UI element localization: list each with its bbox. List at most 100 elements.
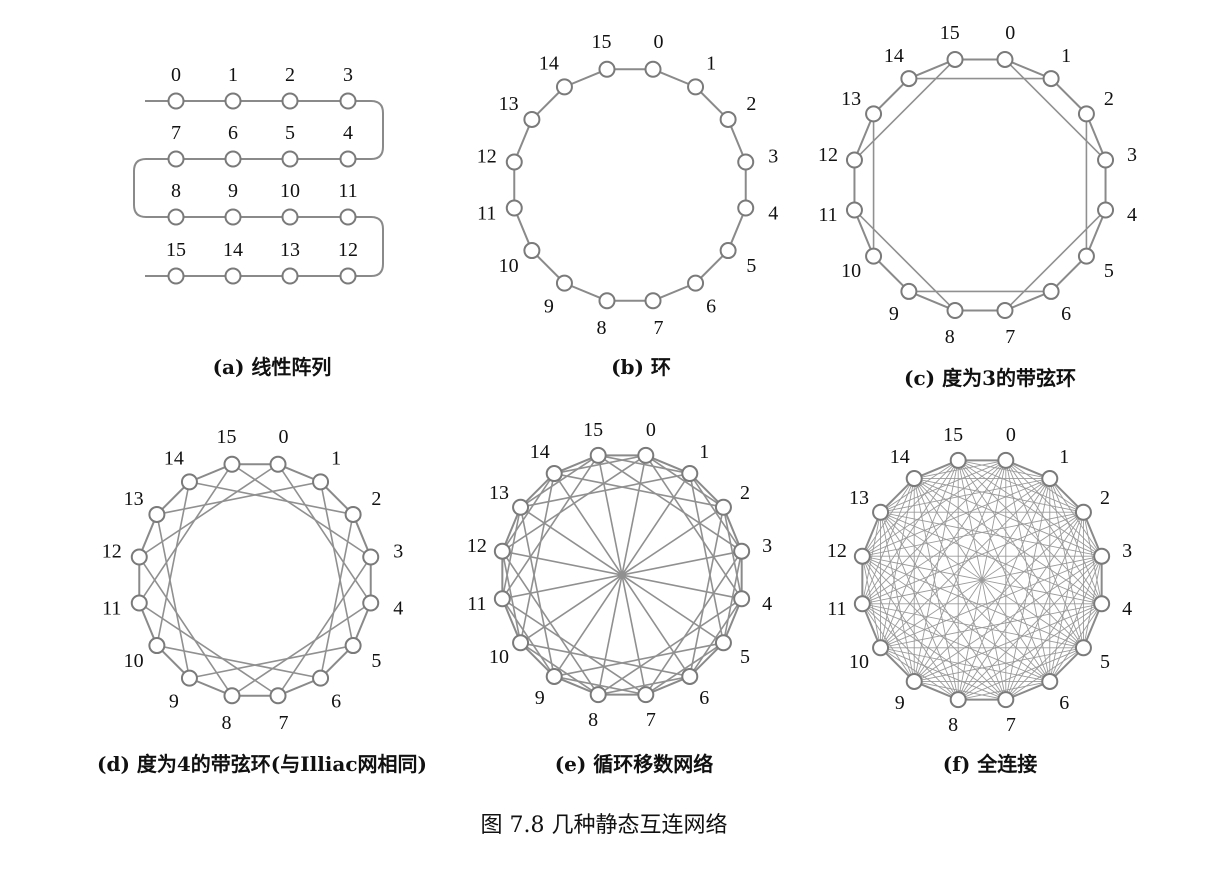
node-label-11: 11 (338, 180, 357, 202)
node-8 (589, 686, 607, 704)
node-9 (555, 274, 573, 292)
link-1-13 (156, 481, 321, 516)
node-label-6: 6 (1059, 692, 1069, 714)
node-label-6: 6 (706, 295, 716, 317)
link-9-15 (913, 460, 959, 682)
node-label-9: 9 (535, 687, 545, 709)
link-4-13 (880, 511, 1102, 605)
link-7-14 (913, 478, 1007, 700)
node-label-7: 7 (1006, 714, 1016, 736)
link-4-15 (957, 460, 1102, 605)
node-9 (900, 282, 918, 300)
node-label-1: 1 (699, 441, 709, 463)
node-label-7: 7 (1005, 326, 1015, 348)
node-0 (644, 60, 662, 78)
node-label-1: 1 (1061, 45, 1071, 67)
node-label-2: 2 (1104, 88, 1114, 110)
node-4 (733, 590, 751, 608)
link-3-6 (1049, 556, 1103, 682)
link-9-13 (880, 512, 915, 682)
link-3-10 (880, 555, 1102, 649)
node-10 (523, 242, 541, 260)
node-2 (344, 505, 362, 523)
node-label-11: 11 (818, 204, 837, 226)
node-label-10: 10 (849, 651, 869, 673)
node-5 (1074, 639, 1092, 657)
node-12 (845, 151, 863, 169)
caption-b: (b) 环 (611, 355, 671, 379)
link-13-15 (880, 459, 959, 513)
node-15 (946, 50, 964, 68)
node-label-8: 8 (171, 180, 181, 202)
link-6-13 (880, 511, 1051, 682)
link-6-10 (156, 644, 321, 679)
node-label-2: 2 (740, 482, 750, 504)
node-label-8: 8 (222, 712, 232, 734)
caption-f: (f) 全连接 (943, 752, 1038, 776)
node-label-15: 15 (940, 22, 960, 44)
link-12-14 (861, 478, 915, 557)
link-2-6 (319, 514, 354, 679)
node-label-15: 15 (592, 31, 612, 53)
link-4-7 (1005, 603, 1102, 700)
link-4-9 (914, 603, 1102, 682)
node-label-8: 8 (945, 326, 955, 348)
node-label-2: 2 (371, 488, 381, 510)
node-label-6: 6 (699, 687, 709, 709)
node-label-12: 12 (477, 146, 497, 168)
node-label-9: 9 (228, 180, 238, 202)
node-label-13: 13 (849, 487, 869, 509)
node-label-5: 5 (371, 650, 381, 672)
node-8 (167, 208, 185, 226)
chord-4-7 (1004, 209, 1107, 312)
link-7-10 (880, 647, 1006, 701)
node-14 (180, 473, 198, 491)
node-label-4: 4 (393, 597, 403, 619)
node-label-5: 5 (746, 255, 756, 277)
node-11 (845, 201, 863, 219)
node-0 (269, 455, 287, 473)
node-label-12: 12 (338, 239, 358, 261)
link-3-15 (231, 463, 372, 558)
node-11 (493, 590, 511, 608)
wrap-11-12 (348, 216, 384, 277)
node-label-14: 14 (223, 239, 243, 261)
node-label-5: 5 (285, 122, 295, 144)
link-0-9 (913, 460, 1007, 682)
link-10-12 (861, 556, 882, 648)
node-label-10: 10 (489, 646, 509, 668)
node-1 (681, 465, 699, 483)
node-6 (1042, 282, 1060, 300)
node-2 (719, 110, 737, 128)
link-5-15 (957, 460, 1084, 649)
link-11-14 (861, 478, 915, 604)
node-label-5: 5 (1100, 651, 1110, 673)
node-label-6: 6 (331, 690, 341, 712)
link-6-15 (957, 460, 1051, 682)
caption-c: (c) 度为3的带弦环 (904, 366, 1076, 390)
node-7 (996, 302, 1014, 320)
node-8 (223, 687, 241, 705)
node-label-4: 4 (768, 202, 778, 224)
node-10 (148, 637, 166, 655)
node-4 (339, 150, 357, 168)
node-14 (900, 70, 918, 88)
link-11-13 (861, 512, 882, 604)
node-7 (997, 691, 1015, 709)
node-label-15: 15 (217, 426, 237, 448)
node-label-14: 14 (539, 53, 559, 75)
node-label-0: 0 (1006, 424, 1016, 446)
link-9-11 (861, 603, 915, 682)
chord-8-11 (853, 209, 956, 312)
link-5-12 (862, 555, 1084, 649)
link-3-13 (880, 511, 1102, 557)
node-3 (733, 542, 751, 560)
node-label-9: 9 (889, 303, 899, 325)
node-14 (905, 470, 923, 488)
node-label-1: 1 (1059, 446, 1069, 468)
node-8 (598, 292, 616, 310)
node-11 (130, 594, 148, 612)
